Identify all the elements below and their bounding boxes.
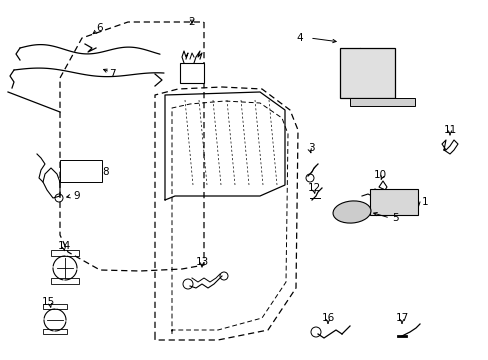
Text: 4: 4	[295, 33, 302, 43]
Text: 13: 13	[195, 257, 208, 267]
Text: 7: 7	[108, 69, 115, 79]
Text: 6: 6	[97, 23, 103, 33]
Text: 5: 5	[391, 213, 398, 223]
Circle shape	[183, 279, 193, 289]
Bar	[60, 160, 102, 182]
Bar	[369, 189, 417, 215]
Text: 12: 12	[307, 183, 320, 193]
Text: 11: 11	[443, 125, 456, 135]
Text: 8: 8	[102, 167, 108, 177]
Bar	[180, 63, 203, 83]
Text: 14: 14	[57, 241, 70, 251]
Bar	[349, 98, 414, 106]
Bar	[339, 48, 394, 98]
Text: 16: 16	[321, 313, 334, 323]
Circle shape	[220, 272, 227, 280]
Bar	[43, 304, 67, 309]
Text: 10: 10	[373, 170, 386, 180]
Circle shape	[310, 327, 320, 337]
Text: 9: 9	[73, 191, 80, 201]
Bar	[43, 329, 67, 334]
Circle shape	[305, 174, 313, 182]
Text: 17: 17	[395, 313, 408, 323]
Circle shape	[55, 194, 63, 202]
Bar	[51, 278, 79, 284]
Text: 3: 3	[307, 143, 314, 153]
Ellipse shape	[332, 201, 370, 223]
Text: 15: 15	[41, 297, 55, 307]
Bar	[51, 250, 79, 256]
Text: 2: 2	[188, 17, 195, 27]
Text: 1: 1	[421, 197, 428, 207]
